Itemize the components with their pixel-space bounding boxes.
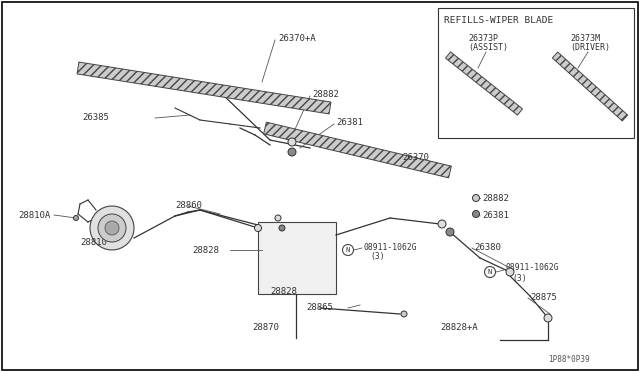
Circle shape bbox=[472, 195, 479, 202]
Polygon shape bbox=[264, 122, 451, 178]
Text: 1P88*0P39: 1P88*0P39 bbox=[548, 356, 589, 365]
Circle shape bbox=[105, 221, 119, 235]
Circle shape bbox=[98, 214, 126, 242]
Bar bbox=[258, 222, 336, 294]
Polygon shape bbox=[552, 52, 628, 121]
Text: REFILLS-WIPER BLADE: REFILLS-WIPER BLADE bbox=[444, 16, 553, 25]
Text: 26370: 26370 bbox=[402, 153, 429, 161]
Text: 28828+A: 28828+A bbox=[440, 324, 477, 333]
Text: 28828: 28828 bbox=[192, 246, 219, 254]
Circle shape bbox=[342, 244, 353, 256]
Bar bbox=[438, 8, 634, 138]
Circle shape bbox=[506, 268, 514, 276]
Text: N: N bbox=[488, 269, 492, 275]
Text: 28875: 28875 bbox=[530, 292, 557, 301]
Text: 28882: 28882 bbox=[482, 193, 509, 202]
Text: 28870: 28870 bbox=[252, 324, 279, 333]
Polygon shape bbox=[445, 52, 522, 115]
Text: 26381: 26381 bbox=[336, 118, 363, 126]
Text: 28810A: 28810A bbox=[18, 211, 51, 219]
Text: 28882: 28882 bbox=[312, 90, 339, 99]
Circle shape bbox=[288, 148, 296, 156]
Circle shape bbox=[446, 228, 454, 236]
Text: 26380: 26380 bbox=[474, 243, 501, 251]
Circle shape bbox=[275, 215, 281, 221]
Circle shape bbox=[472, 211, 479, 218]
Text: 28828: 28828 bbox=[270, 288, 297, 296]
Circle shape bbox=[279, 225, 285, 231]
Circle shape bbox=[484, 266, 495, 278]
Text: 26385: 26385 bbox=[82, 112, 109, 122]
Text: 08911-1062G: 08911-1062G bbox=[364, 243, 418, 251]
Polygon shape bbox=[77, 62, 331, 114]
Circle shape bbox=[74, 215, 79, 221]
Circle shape bbox=[90, 206, 134, 250]
Text: (DRIVER): (DRIVER) bbox=[570, 42, 610, 51]
Text: 08911-1062G: 08911-1062G bbox=[506, 263, 559, 273]
Text: N: N bbox=[346, 247, 350, 253]
Text: 28860: 28860 bbox=[175, 201, 202, 209]
Text: 28865: 28865 bbox=[306, 304, 333, 312]
Circle shape bbox=[438, 220, 446, 228]
Circle shape bbox=[288, 138, 296, 146]
Text: 26381: 26381 bbox=[482, 211, 509, 219]
Circle shape bbox=[544, 314, 552, 322]
Text: 26373M: 26373M bbox=[570, 33, 600, 42]
Text: (3): (3) bbox=[512, 273, 527, 282]
Circle shape bbox=[401, 311, 407, 317]
Circle shape bbox=[255, 224, 262, 231]
Text: (3): (3) bbox=[370, 253, 385, 262]
Text: 26373P: 26373P bbox=[468, 33, 498, 42]
Text: 26370+A: 26370+A bbox=[278, 33, 316, 42]
Text: (ASSIST): (ASSIST) bbox=[468, 42, 508, 51]
Text: 28810: 28810 bbox=[80, 237, 107, 247]
